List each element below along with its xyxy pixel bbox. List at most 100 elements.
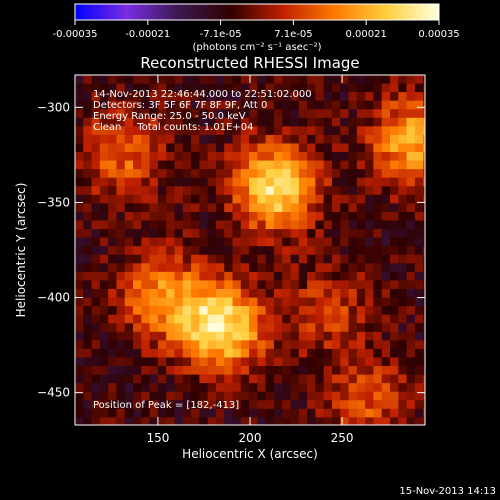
heatmap-cell <box>290 297 300 307</box>
heatmap-cell <box>348 383 358 393</box>
heatmap-cell <box>141 408 151 418</box>
heatmap-cell <box>265 271 275 282</box>
heatmap-cell <box>257 83 267 93</box>
heatmap-cell <box>232 331 242 341</box>
heatmap-cell <box>249 374 258 384</box>
heatmap-cell <box>340 288 350 299</box>
heatmap-cell <box>340 297 350 307</box>
heatmap-cell <box>315 160 325 170</box>
heatmap-cell <box>166 374 176 384</box>
heatmap-cell <box>116 83 126 93</box>
heatmap-cell <box>249 117 258 127</box>
heatmap-cell <box>157 75 167 85</box>
heatmap-cell <box>365 203 375 213</box>
heatmap-cell <box>406 186 416 196</box>
heatmap-cell <box>265 220 275 230</box>
heatmap-cell <box>340 263 350 273</box>
heatmap-cell <box>257 288 267 299</box>
heatmap-cell <box>149 100 159 110</box>
heatmap-cell <box>91 288 101 299</box>
heatmap-cell <box>240 143 250 153</box>
heatmap-cell <box>215 160 225 170</box>
heatmap-cell <box>75 75 84 85</box>
heatmap-cell <box>83 280 93 290</box>
heatmap-cell <box>249 391 258 401</box>
heatmap-cell <box>232 83 242 93</box>
heatmap-cell <box>124 417 134 425</box>
heatmap-cell <box>282 263 292 273</box>
heatmap-cell <box>133 323 142 333</box>
heatmap-cell <box>340 229 350 239</box>
heatmap-cell <box>232 186 242 196</box>
heatmap-cell <box>207 288 217 299</box>
heatmap-cell <box>348 83 358 93</box>
heatmap-cell <box>323 169 333 179</box>
heatmap-cell <box>91 254 101 264</box>
heatmap-cell <box>149 254 159 264</box>
heatmap-cell <box>149 109 159 119</box>
heatmap-cell <box>298 417 308 425</box>
heatmap-cell <box>331 408 341 418</box>
x-tick-label: 200 <box>239 431 262 445</box>
heatmap-cell <box>257 160 267 170</box>
heatmap-cell <box>141 117 151 127</box>
heatmap-cell <box>331 280 341 290</box>
heatmap-cell <box>298 383 308 393</box>
heatmap-cell <box>91 211 101 222</box>
heatmap-cell <box>381 417 391 425</box>
heatmap-cell <box>149 314 159 324</box>
heatmap-cell <box>406 254 416 264</box>
heatmap-cell <box>166 143 176 153</box>
heatmap-cell <box>99 314 109 324</box>
heatmap-cell <box>406 306 416 316</box>
heatmap-cell <box>423 271 425 282</box>
heatmap-cell <box>182 366 192 376</box>
heatmap-cell <box>124 75 134 85</box>
heatmap-cell <box>423 143 425 153</box>
heatmap-cell <box>323 143 333 153</box>
heatmap-cell <box>323 348 333 359</box>
heatmap-cell <box>99 186 109 196</box>
heatmap-cell <box>331 366 341 376</box>
heatmap-cell <box>174 340 184 350</box>
heatmap-cell <box>373 366 383 376</box>
heatmap-cell <box>315 211 325 222</box>
heatmap-cell <box>282 100 292 110</box>
heatmap-cell <box>365 408 375 418</box>
heatmap-cell <box>348 417 358 425</box>
heatmap-cell <box>290 417 300 425</box>
heatmap-cell <box>365 109 375 119</box>
heatmap-cell <box>83 263 93 273</box>
heatmap-cell <box>199 92 209 102</box>
heatmap-cell <box>91 408 101 418</box>
heatmap-cell <box>232 211 242 222</box>
heatmap-cell <box>182 203 192 213</box>
heatmap-cell <box>348 348 358 359</box>
heatmap-cell <box>323 408 333 418</box>
heatmap-cell <box>414 383 424 393</box>
heatmap-cell <box>75 383 84 393</box>
heatmap-cell <box>307 254 316 264</box>
heatmap-cell <box>257 203 267 213</box>
heatmap-cell <box>257 374 267 384</box>
heatmap-cell <box>191 134 200 145</box>
heatmap-cell <box>191 391 200 401</box>
heatmap-cell <box>166 331 176 341</box>
heatmap-cell <box>166 400 176 410</box>
heatmap-cell <box>157 280 167 290</box>
heatmap-cell <box>331 117 341 127</box>
heatmap-cell <box>75 254 84 264</box>
heatmap-cell <box>75 323 84 333</box>
heatmap-cell <box>398 297 408 307</box>
heatmap-cell <box>381 280 391 290</box>
heatmap-cell <box>157 263 167 273</box>
heatmap-cell <box>99 177 109 187</box>
heatmap-cell <box>99 340 109 350</box>
heatmap-cell <box>108 75 118 85</box>
heatmap-cell <box>199 331 209 341</box>
heatmap-cell <box>141 391 151 401</box>
heatmap-cell <box>99 126 109 136</box>
heatmap-cell <box>373 357 383 367</box>
heatmap-cell <box>307 75 316 85</box>
